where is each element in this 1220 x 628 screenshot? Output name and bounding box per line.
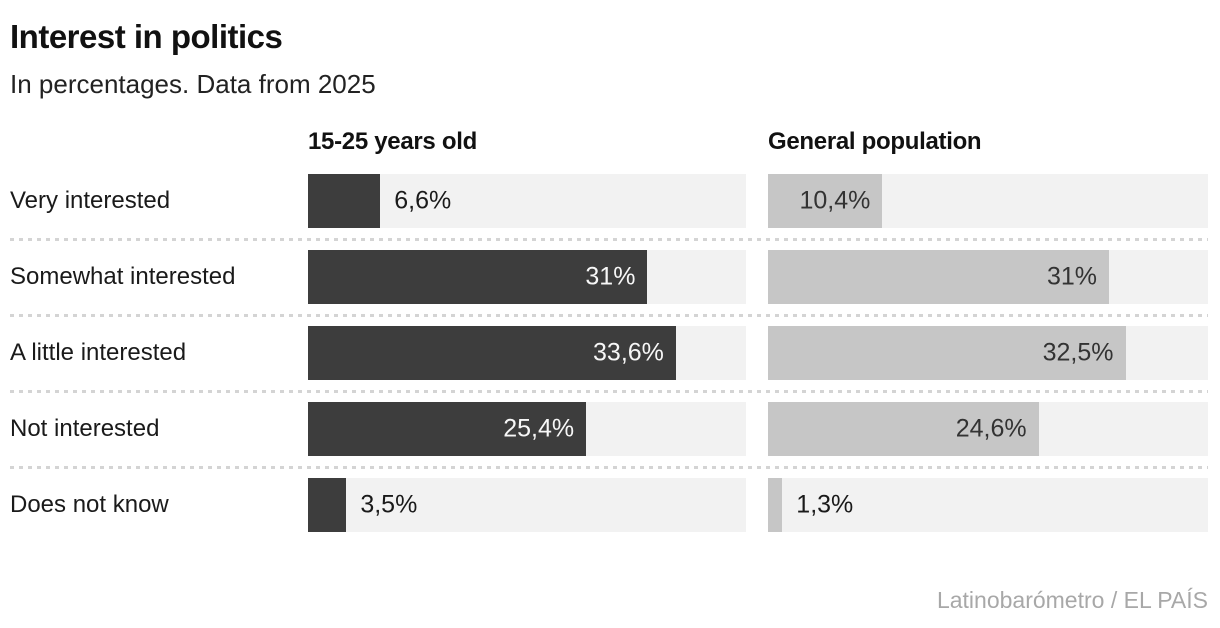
row-divider: [10, 389, 1208, 393]
bar-value: 6,6%: [394, 186, 452, 215]
bar-value: 1,3%: [796, 490, 854, 519]
table-row: Does not know 3,5% 1,3%: [10, 477, 1208, 532]
bar-value: 25,4%: [503, 414, 575, 443]
row-divider: [10, 237, 1208, 241]
chart-subtitle: In percentages. Data from 2025: [10, 68, 376, 99]
row-label: Does not know: [10, 490, 169, 518]
bar: 33,6%: [308, 325, 676, 380]
source-credit: Latinobarómetro / EL PAÍS: [936, 587, 1208, 613]
bar-track: 32,5%: [768, 325, 1208, 380]
bar: [308, 173, 381, 228]
bar-value: 32,5%: [1042, 338, 1114, 367]
row-label: A little interested: [10, 338, 187, 366]
bar-track: 24,6%: [768, 401, 1208, 456]
row-label: Not interested: [10, 414, 160, 442]
bar-track: 1,3%: [768, 477, 1208, 532]
table-row: Somewhat interested 31% 31%: [10, 249, 1208, 304]
row-divider: [10, 465, 1208, 469]
table-row: Very interested 6,6% 10,4%: [10, 173, 1208, 228]
bar-track: 31%: [308, 249, 746, 304]
bar-value: 3,5%: [360, 490, 418, 519]
column-headers: 15-25 years old General population: [10, 126, 1208, 158]
bar-track: 10,4%: [768, 173, 1208, 228]
bar-value: 33,6%: [593, 338, 664, 367]
row-label: Somewhat interested: [10, 262, 236, 290]
column-header-general: General population: [768, 127, 982, 155]
row-divider: [10, 313, 1208, 317]
bar: [308, 477, 347, 532]
bar-track: 6,6%: [308, 173, 746, 228]
bar-value: 24,6%: [955, 414, 1027, 443]
bar: 31%: [768, 249, 1109, 304]
bar: 24,6%: [768, 401, 1039, 456]
bar-track: 3,5%: [308, 477, 746, 532]
bar-rows: Very interested 6,6% 10,4% Somewhat interes…: [10, 173, 1208, 532]
bar-value: 10,4%: [799, 186, 871, 215]
row-label: Very interested: [10, 186, 171, 214]
bar: 32,5%: [768, 325, 1126, 380]
chart-title: Interest in politics: [10, 18, 283, 55]
bar-track: 33,6%: [308, 325, 746, 380]
bar-value: 31%: [585, 262, 636, 291]
table-row: Not interested 25,4% 24,6%: [10, 401, 1208, 456]
table-row: A little interested 33,6% 32,5%: [10, 325, 1208, 380]
bar: 25,4%: [308, 401, 587, 456]
bar: [768, 477, 783, 532]
column-header-youth: 15-25 years old: [308, 127, 477, 155]
bar: 31%: [308, 249, 648, 304]
bar-track: 25,4%: [308, 401, 746, 456]
bar: 10,4%: [768, 173, 883, 228]
bar-value: 31%: [1046, 262, 1097, 291]
bar-track: 31%: [768, 249, 1208, 304]
